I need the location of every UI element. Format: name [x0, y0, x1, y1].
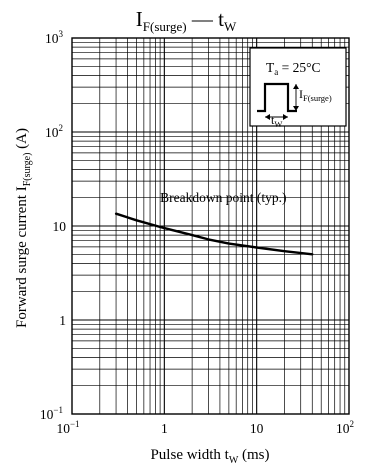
inset-temp-t: T [266, 60, 275, 75]
y-tick-exp: 2 [59, 123, 64, 133]
y-tick-base: 10 [45, 31, 59, 46]
x-axis-label-sub: W [229, 455, 239, 466]
inset-width-sub: W [274, 119, 282, 129]
x-tick-base: 1 [161, 421, 168, 436]
y-tick-base: 10 [53, 219, 67, 234]
x-tick-exp: −1 [70, 419, 80, 429]
x-tick-label: 102 [336, 419, 354, 436]
inset-temp-sub: a [274, 67, 278, 77]
series-line-breakdown [114, 212, 314, 256]
x-tick-base: 10 [56, 421, 70, 436]
y-tick-base: 10 [45, 125, 59, 140]
title-sub-w: W [223, 19, 237, 34]
inset-width-t: t [271, 113, 275, 127]
x-axis-label-tail: (ms) [238, 447, 269, 463]
breakdown-annotation: Breakdown point (typ.) [160, 190, 286, 205]
y-axis-label-main: Forward surge current I [14, 186, 30, 328]
y-tick-base: 1 [59, 313, 66, 328]
inset-current-sub: F(surge) [303, 93, 332, 103]
y-tick-exp: 3 [59, 29, 64, 39]
x-tick-label: 1 [161, 421, 168, 436]
title-sub-fsurge: F(surge) [142, 19, 187, 34]
x-tick-label: 10 [250, 421, 264, 436]
y-tick-exp: −1 [53, 405, 63, 415]
inset-width: tW [271, 113, 282, 129]
y-tick-label: 1 [59, 313, 66, 328]
width-arrowheads [265, 114, 288, 120]
pulse-waveform [257, 82, 297, 113]
y-tick-base: 10 [40, 407, 54, 422]
inset-temp-value: = 25°C [278, 60, 320, 75]
x-axis-label: Pulse width tW (ms) [150, 447, 269, 466]
title-i: I [135, 7, 143, 31]
title-dash-t: — t [186, 7, 224, 31]
y-tick-label: 103 [45, 29, 64, 46]
inset-temp: Ta = 25°C [266, 60, 321, 77]
inset-current: IF(surge) [299, 87, 332, 103]
x-tick-base: 10 [250, 421, 264, 436]
plot-frame [71, 37, 350, 415]
x-tick-exp: 2 [350, 419, 355, 429]
series [114, 212, 314, 256]
x-tick-base: 10 [336, 421, 350, 436]
y-tick-label: 10 [53, 219, 67, 234]
inset-current-i: I [299, 87, 303, 101]
x-tick-label: 10−1 [56, 419, 79, 436]
y-axis-label-tail: (A) [14, 128, 30, 153]
chart-title: IF(surge) — tW [0, 6, 372, 40]
y-tick-label: 102 [45, 123, 63, 140]
y-axis-label-sub: F(surge) [22, 153, 33, 187]
inset-legend: Ta = 25°C IF(surge) tW [249, 47, 347, 129]
x-axis-label-main: Pulse width t [150, 447, 229, 463]
y-axis-label: Forward surge current IF(surge) (A) [14, 128, 33, 328]
y-tick-label: 10−1 [40, 405, 63, 422]
